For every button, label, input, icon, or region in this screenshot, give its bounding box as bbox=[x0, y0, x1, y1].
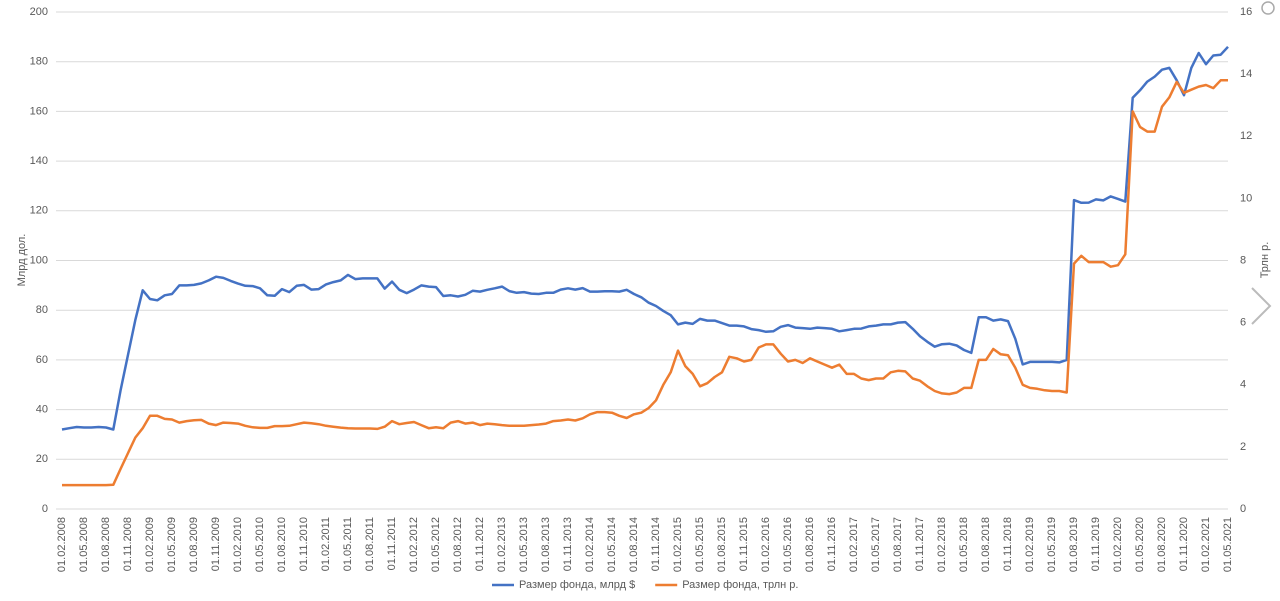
x-tick-label: 01.08.2015 bbox=[716, 517, 728, 572]
y2-axis-title: Трлн р. bbox=[1259, 242, 1271, 279]
y2-tick-label: 10 bbox=[1240, 192, 1252, 204]
x-tick-label: 01.05.2018 bbox=[958, 517, 970, 572]
y2-tick-label: 8 bbox=[1240, 254, 1246, 266]
x-tick-label: 01.02.2016 bbox=[760, 517, 772, 572]
x-tick-label: 01.02.2014 bbox=[584, 517, 596, 572]
y-tick-label: 40 bbox=[36, 404, 48, 416]
y-tick-label: 20 bbox=[36, 453, 48, 465]
x-tick-label: 01.11.2012 bbox=[474, 517, 486, 571]
x-tick-label: 01.02.2020 bbox=[1112, 517, 1124, 572]
y-tick-label: 100 bbox=[30, 254, 48, 266]
x-tick-label: 01.08.2008 bbox=[100, 517, 112, 572]
x-tick-label: 01.11.2020 bbox=[1178, 517, 1190, 571]
y2-tick-label: 14 bbox=[1240, 68, 1252, 80]
x-tick-label: 01.08.2020 bbox=[1156, 517, 1168, 572]
y-tick-label: 120 bbox=[30, 205, 48, 217]
x-tick-label: 01.05.2008 bbox=[78, 517, 90, 572]
x-tick-label: 01.08.2019 bbox=[1068, 517, 1080, 572]
x-tick-label: 01.05.2010 bbox=[254, 517, 266, 572]
x-tick-label: 01.05.2011 bbox=[342, 517, 354, 571]
y-tick-label: 180 bbox=[30, 56, 48, 68]
y-tick-label: 80 bbox=[36, 304, 48, 316]
x-tick-label: 01.05.2021 bbox=[1222, 517, 1234, 572]
y2-tick-label: 0 bbox=[1240, 503, 1246, 515]
x-tick-label: 01.11.2009 bbox=[210, 517, 222, 571]
x-tick-label: 01.02.2019 bbox=[1024, 517, 1036, 572]
x-tick-label: 01.05.2012 bbox=[430, 517, 442, 572]
x-tick-label: 01.08.2011 bbox=[364, 517, 376, 571]
x-tick-label: 01.11.2014 bbox=[650, 517, 662, 571]
x-tick-label: 01.05.2016 bbox=[782, 517, 794, 572]
x-tick-label: 01.05.2017 bbox=[870, 517, 882, 572]
x-tick-label: 01.11.2015 bbox=[738, 517, 750, 571]
x-tick-label: 01.08.2017 bbox=[892, 517, 904, 572]
x-tick-label: 01.05.2009 bbox=[166, 517, 178, 572]
x-tick-label: 01.11.2019 bbox=[1090, 517, 1102, 571]
x-tick-label: 01.11.2017 bbox=[914, 517, 926, 571]
x-tick-label: 01.02.2009 bbox=[144, 517, 156, 572]
x-tick-label: 01.08.2012 bbox=[452, 517, 464, 572]
y-tick-label: 200 bbox=[30, 6, 48, 18]
y2-tick-label: 12 bbox=[1240, 130, 1252, 142]
x-tick-label: 01.02.2021 bbox=[1200, 517, 1212, 572]
x-tick-label: 01.11.2013 bbox=[562, 517, 574, 571]
x-tick-label: 01.08.2013 bbox=[540, 517, 552, 572]
x-tick-label: 01.02.2011 bbox=[320, 517, 332, 571]
x-tick-label: 01.11.2011 bbox=[386, 517, 398, 570]
legend-label: Размер фонда, трлн р. bbox=[682, 579, 798, 591]
x-tick-label: 01.02.2008 bbox=[56, 517, 68, 572]
y-tick-label: 160 bbox=[30, 105, 48, 117]
series-line bbox=[61, 45, 1229, 431]
settings-icon[interactable] bbox=[1261, 1, 1275, 15]
x-tick-label: 01.05.2013 bbox=[518, 517, 530, 572]
y2-tick-label: 6 bbox=[1240, 317, 1246, 329]
x-tick-label: 01.05.2019 bbox=[1046, 517, 1058, 572]
x-tick-label: 01.05.2020 bbox=[1134, 517, 1146, 572]
series-line bbox=[62, 79, 1228, 487]
x-tick-label: 01.02.2017 bbox=[848, 517, 860, 572]
x-tick-label: 01.05.2014 bbox=[606, 517, 618, 572]
y2-tick-label: 16 bbox=[1240, 6, 1252, 18]
x-tick-label: 01.11.2018 bbox=[1002, 517, 1014, 571]
x-tick-label: 01.08.2014 bbox=[628, 517, 640, 572]
x-tick-label: 01.02.2012 bbox=[408, 517, 420, 572]
x-tick-label: 01.11.2016 bbox=[826, 517, 838, 571]
legend-label: Размер фонда, млрд $ bbox=[519, 579, 635, 591]
x-tick-label: 01.11.2008 bbox=[122, 517, 134, 571]
x-tick-label: 01.08.2009 bbox=[188, 517, 200, 572]
x-tick-label: 01.08.2010 bbox=[276, 517, 288, 572]
y-tick-label: 140 bbox=[30, 155, 48, 167]
x-tick-label: 01.02.2010 bbox=[232, 517, 244, 572]
next-arrow[interactable] bbox=[1251, 287, 1272, 325]
x-tick-label: 01.11.2010 bbox=[298, 517, 310, 571]
y-tick-label: 0 bbox=[42, 503, 48, 515]
x-tick-label: 01.02.2015 bbox=[672, 517, 684, 572]
y-tick-label: 60 bbox=[36, 354, 48, 366]
x-tick-label: 01.08.2018 bbox=[980, 517, 992, 572]
y2-tick-label: 4 bbox=[1240, 379, 1246, 391]
y2-tick-label: 2 bbox=[1240, 441, 1246, 453]
x-tick-label: 01.02.2018 bbox=[936, 517, 948, 572]
x-tick-label: 01.08.2016 bbox=[804, 517, 816, 572]
x-tick-label: 01.05.2015 bbox=[694, 517, 706, 572]
x-tick-label: 01.02.2013 bbox=[496, 517, 508, 572]
y-axis-title: Млрд дол. bbox=[16, 234, 28, 287]
